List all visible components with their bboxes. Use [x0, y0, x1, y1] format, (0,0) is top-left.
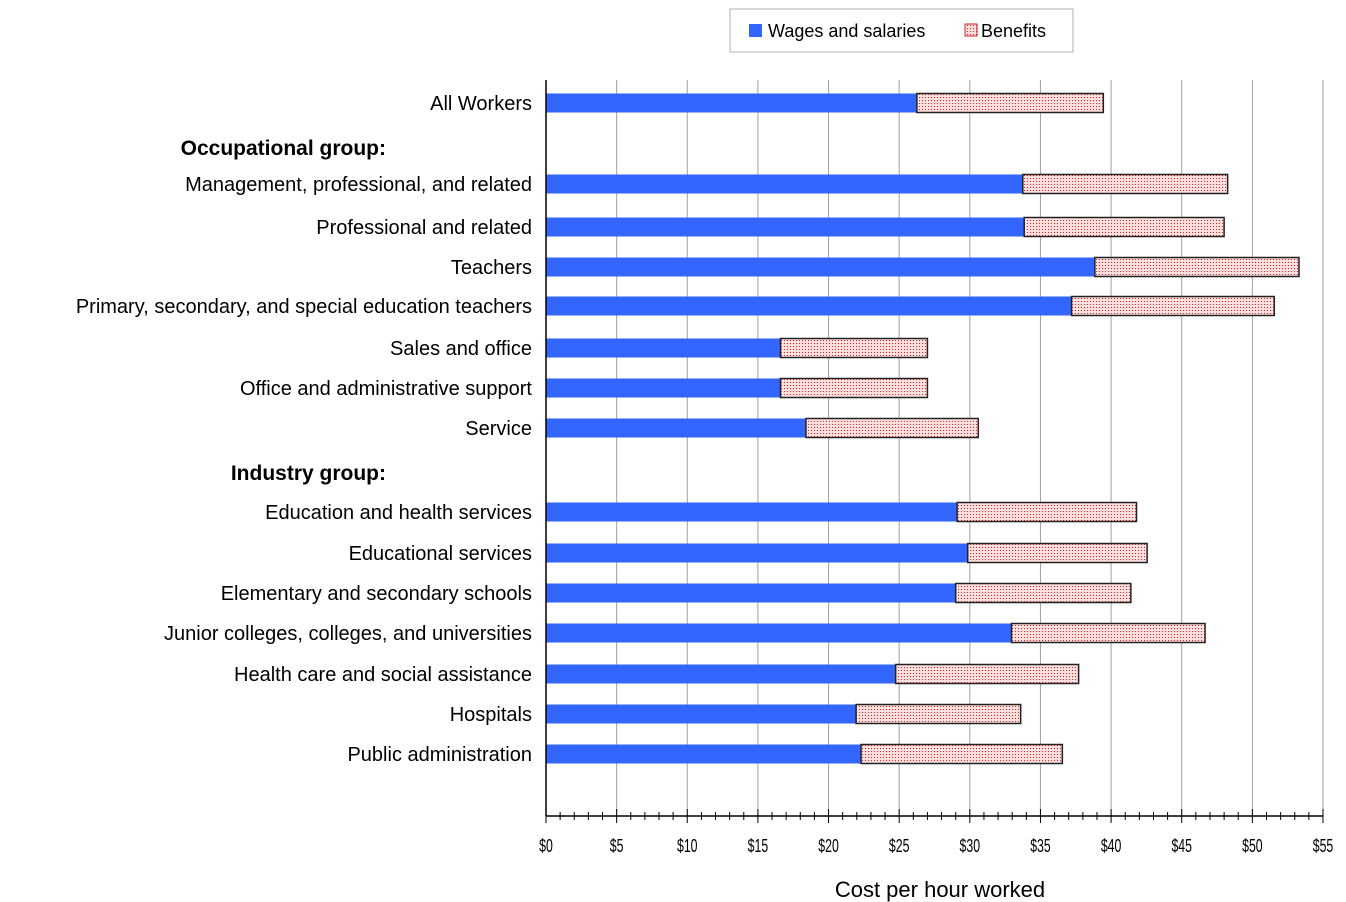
bar-wages: [546, 543, 968, 563]
category-label: Elementary and secondary schools: [221, 583, 532, 605]
category-label: Hospitals: [450, 704, 532, 726]
category-label: Health care and social assistance: [234, 664, 532, 686]
bar-benefits: [805, 417, 980, 439]
x-tick-label: $5: [610, 837, 624, 857]
bar-benefits: [894, 663, 1080, 685]
category-label: Service: [465, 418, 532, 440]
x-tick-label: $10: [677, 837, 698, 857]
category-label: Management, professional, and related: [185, 174, 532, 196]
bar-wages: [546, 296, 1072, 316]
legend: Wages and salaries Benefits: [729, 8, 1074, 53]
bar-benefits: [1070, 295, 1276, 317]
bars: [546, 92, 1300, 765]
x-axis: $0 $5 $10 $15 $20 $25 $30 $35 $40 $45 $50 $55: [539, 80, 1333, 857]
x-tick-label: $35: [1030, 837, 1051, 857]
legend-box: [729, 8, 1074, 53]
x-axis-title: Cost per hour worked: [835, 877, 1045, 902]
bar-wages: [546, 704, 857, 724]
bar-wages: [546, 93, 917, 113]
legend-label-benefits: Benefits: [981, 21, 1046, 41]
category-label: Education and health services: [265, 502, 532, 524]
x-tick-label: $55: [1313, 837, 1334, 857]
bar-benefits: [1022, 173, 1229, 195]
bar-benefits: [1023, 216, 1225, 238]
bar-wages: [546, 257, 1095, 277]
category-label: Junior colleges, colleges, and universit…: [164, 623, 532, 645]
x-tick-label: $25: [889, 837, 910, 857]
x-tick-label: $40: [1101, 837, 1122, 857]
group-heading: Industry group:: [231, 462, 386, 485]
bar-wages: [546, 418, 806, 438]
category-label: Professional and related: [316, 217, 532, 239]
category-label: Public administration: [347, 744, 532, 766]
category-label: Educational services: [349, 543, 532, 565]
bar-wages: [546, 338, 781, 358]
x-tick-label: $30: [960, 837, 981, 857]
x-tick-label: $20: [818, 837, 839, 857]
bar-wages: [546, 502, 958, 522]
x-tick-label: $50: [1242, 837, 1263, 857]
bar-wages: [546, 744, 862, 764]
x-tick-label: $0: [539, 837, 553, 857]
bar-benefits: [779, 337, 929, 359]
bar-wages: [546, 583, 956, 603]
category-labels: All Workers Occupational group: Management…: [76, 93, 533, 766]
bar-benefits: [855, 703, 1022, 725]
bar-wages: [546, 623, 1012, 643]
category-label: Primary, secondary, and special educatio…: [76, 296, 532, 318]
bar-wages: [546, 174, 1023, 194]
bar-benefits: [916, 92, 1105, 114]
bar-benefits: [779, 377, 929, 399]
bar-benefits: [954, 582, 1132, 604]
bar-benefits: [1010, 622, 1206, 644]
bar-benefits: [1094, 256, 1300, 278]
category-label: Sales and office: [390, 338, 532, 360]
category-label: All Workers: [430, 93, 532, 115]
bar-wages: [546, 378, 781, 398]
bar-wages: [546, 217, 1025, 237]
bar-benefits: [956, 501, 1138, 523]
group-heading: Occupational group:: [181, 137, 386, 160]
legend-label-wages: Wages and salaries: [768, 21, 925, 41]
bar-benefits: [860, 743, 1064, 765]
gridlines: [616, 80, 1324, 816]
category-label: Office and administrative support: [240, 378, 532, 400]
x-tick-label: $15: [748, 837, 769, 857]
legend-swatch-wages: [749, 24, 762, 37]
bar-wages: [546, 664, 896, 684]
bar-benefits: [966, 542, 1148, 564]
legend-swatch-benefits: [964, 23, 978, 37]
category-label: Teachers: [451, 257, 532, 279]
x-tick-label: $45: [1171, 837, 1192, 857]
